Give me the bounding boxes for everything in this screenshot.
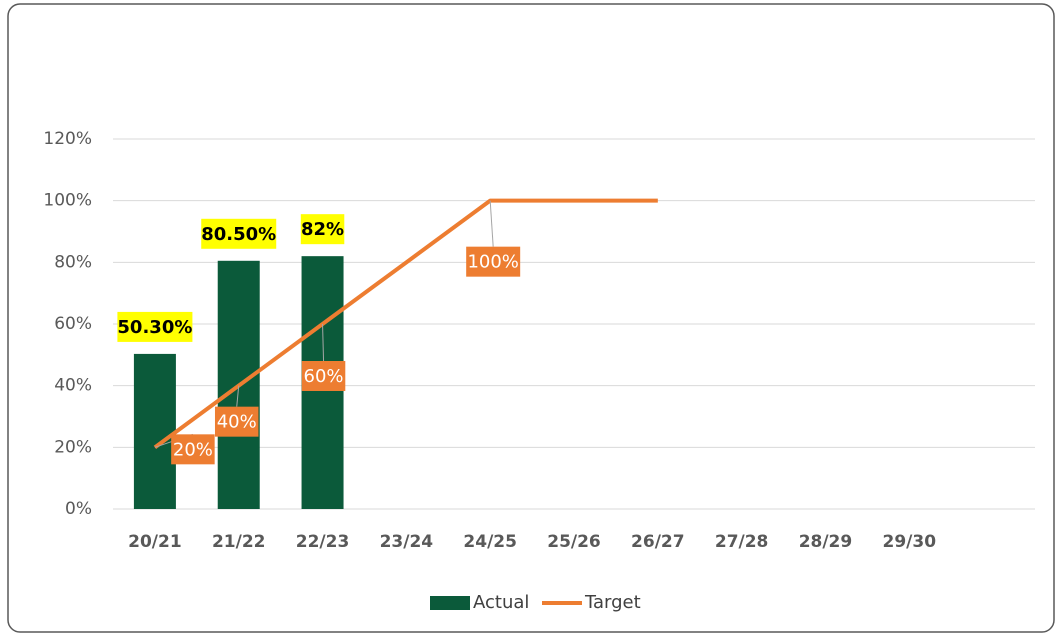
x-tick-label: 27/28 (715, 532, 769, 552)
leader-line (489, 200, 494, 247)
data-label: 82% (300, 214, 345, 245)
y-tick-label: 40% (54, 376, 92, 396)
data-label: 50.30% (117, 311, 193, 342)
data-label-box (466, 246, 521, 277)
leader-line (322, 323, 325, 362)
x-tick-label: 22/23 (296, 532, 350, 552)
data-label-text: 20% (173, 439, 213, 460)
x-tick-label: 26/27 (631, 532, 685, 552)
data-label-box (301, 361, 346, 391)
legend-label: Actual (473, 592, 529, 613)
data-label-text: 80.50% (201, 224, 276, 245)
y-tick-label: 0% (65, 499, 92, 519)
data-label: 20% (171, 434, 215, 465)
bar (133, 353, 176, 509)
data-label-box (201, 218, 277, 249)
x-tick-label: 24/25 (463, 532, 517, 552)
data-label-text: 40% (217, 412, 257, 433)
y-tick-label: 60% (54, 314, 92, 334)
y-tick-label: 100% (43, 191, 92, 211)
x-tick-label: 23/24 (380, 532, 434, 552)
legend-label: Target (584, 592, 641, 613)
legend-swatch (430, 596, 470, 610)
y-tick-label: 120% (43, 129, 92, 149)
x-tick-label: 28/29 (799, 532, 853, 552)
data-label-text: 82% (301, 219, 344, 240)
data-label-box (300, 214, 345, 245)
y-tick-label: 20% (54, 437, 92, 457)
data-label-text: 100% (467, 252, 518, 273)
x-tick-label: 21/22 (212, 532, 266, 552)
y-tick-label: 80% (54, 252, 92, 272)
x-tick-label: 25/26 (547, 532, 601, 552)
leader-line (236, 385, 240, 407)
data-label: 80.50% (201, 218, 277, 249)
data-label: 60% (301, 361, 346, 391)
x-tick-label: 20/21 (128, 532, 182, 552)
data-label-text: 60% (304, 366, 344, 387)
data-label-box (117, 311, 193, 342)
data-label-box (171, 434, 215, 465)
chart-frame (7, 3, 1055, 633)
data-label: 100% (466, 246, 521, 277)
data-label-text: 50.30% (117, 317, 192, 338)
data-label: 40% (214, 406, 259, 437)
data-label-box (214, 406, 259, 437)
x-tick-label: 29/30 (883, 532, 937, 552)
